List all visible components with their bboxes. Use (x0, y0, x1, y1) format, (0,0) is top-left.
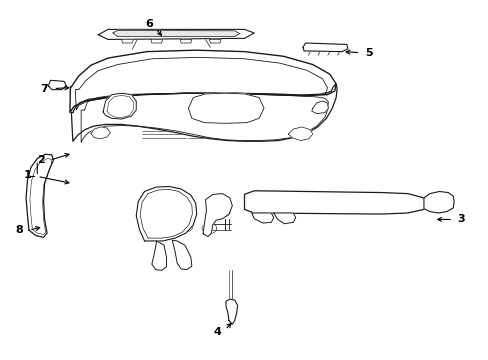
Polygon shape (203, 194, 232, 237)
Polygon shape (103, 93, 136, 119)
Text: 1: 1 (23, 170, 31, 180)
Polygon shape (188, 93, 264, 123)
Polygon shape (180, 40, 191, 43)
Polygon shape (273, 213, 295, 224)
Polygon shape (152, 241, 166, 270)
Polygon shape (136, 186, 196, 241)
Polygon shape (71, 84, 336, 141)
Polygon shape (26, 154, 53, 237)
Text: 2: 2 (37, 155, 44, 165)
Text: 8: 8 (15, 225, 23, 235)
Polygon shape (98, 30, 254, 40)
Text: 3: 3 (457, 215, 465, 224)
Polygon shape (151, 40, 162, 43)
Text: 4: 4 (213, 327, 221, 337)
Text: 5: 5 (364, 48, 372, 58)
Polygon shape (423, 192, 453, 213)
Polygon shape (311, 101, 328, 114)
Polygon shape (91, 127, 110, 139)
Polygon shape (303, 43, 347, 51)
Polygon shape (251, 213, 273, 223)
Polygon shape (209, 40, 221, 43)
Text: 6: 6 (145, 19, 153, 29)
Polygon shape (172, 240, 191, 270)
Polygon shape (288, 127, 312, 140)
Text: 7: 7 (41, 84, 48, 94)
Polygon shape (48, 80, 66, 90)
Polygon shape (244, 191, 427, 214)
Polygon shape (70, 50, 335, 113)
Polygon shape (113, 31, 239, 37)
Polygon shape (225, 299, 237, 324)
Polygon shape (122, 40, 133, 43)
